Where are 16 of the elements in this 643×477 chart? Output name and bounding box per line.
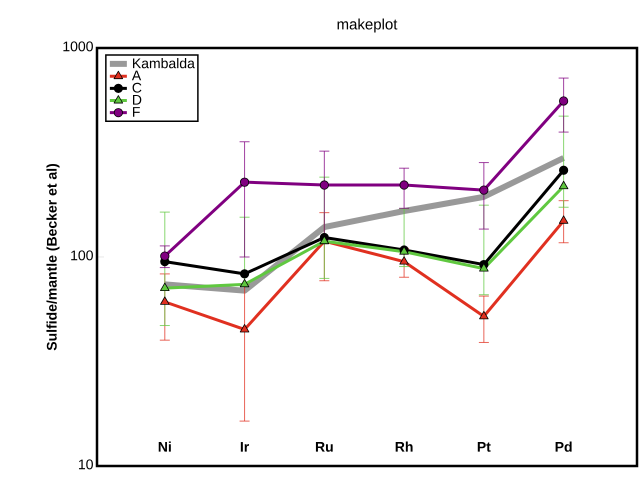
legend-label: Kambalda bbox=[133, 58, 195, 68]
y-tick-label: 10 bbox=[78, 459, 93, 470]
x-tick-label: Ru bbox=[316, 442, 333, 452]
chart-title: makeplot bbox=[338, 18, 398, 32]
x-tick-label: Pt bbox=[478, 442, 491, 452]
y-tick-label: 1000 bbox=[63, 41, 93, 52]
x-tick-label: Ir bbox=[240, 442, 250, 452]
legend-label: C bbox=[132, 82, 142, 92]
x-tick-label: Pd bbox=[556, 441, 572, 452]
legend-label: F bbox=[133, 106, 140, 117]
legend-label: A bbox=[132, 70, 142, 80]
x-tick-label: Ni bbox=[158, 441, 171, 452]
x-tick-label: Rh bbox=[396, 441, 413, 452]
legend-label: D bbox=[133, 94, 142, 104]
y-axis-title: Sulfide/mantle (Becker et al) bbox=[46, 164, 60, 350]
y-tick-label: 100 bbox=[71, 250, 93, 260]
